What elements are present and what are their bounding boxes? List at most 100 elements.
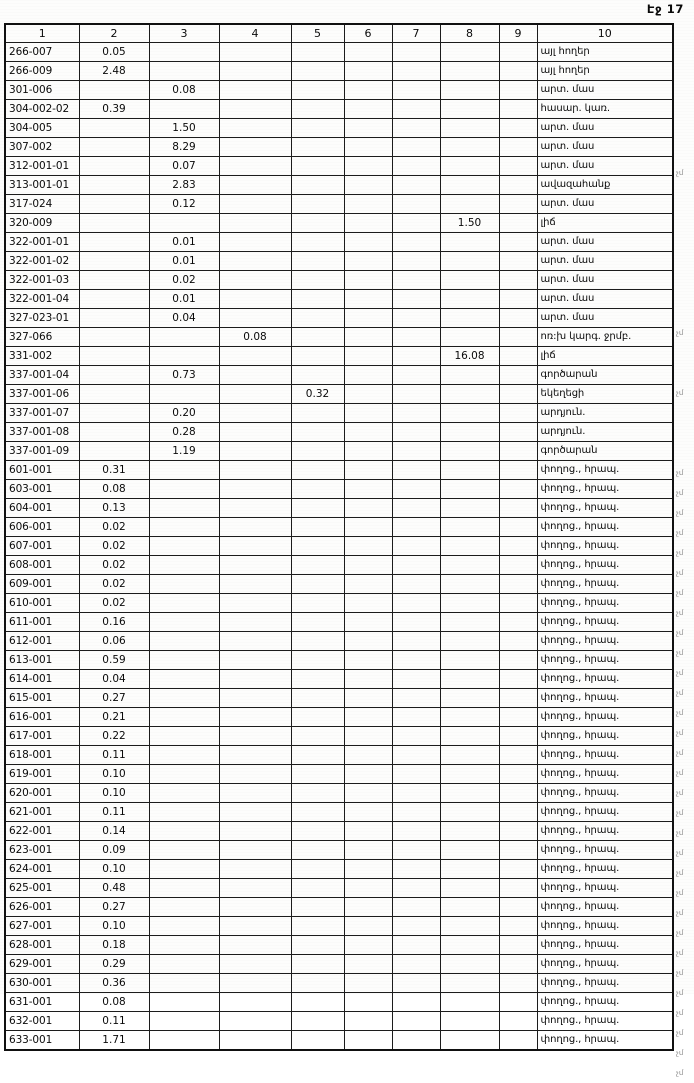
cell-col2 — [78, 80, 150, 100]
cell-col4 — [218, 555, 292, 575]
cell-col6 — [343, 232, 393, 252]
cell-col4 — [218, 631, 292, 651]
cell-col10: փողոց., հրապ. — [536, 764, 674, 784]
cell-col10: փողոց., հրապ. — [536, 745, 674, 765]
cell-col10: փողոց., հրապ. — [536, 783, 674, 803]
cell-col5 — [290, 593, 345, 613]
cell-col7 — [391, 783, 441, 803]
table-row: 609-001 0.02 փողոց., հրապ. — [4, 574, 674, 594]
margin-mark: չմ — [676, 769, 684, 777]
cell-col2: 0.10 — [78, 916, 150, 936]
cell-col6 — [343, 460, 393, 480]
cell-col4 — [218, 422, 292, 442]
cell-col8 — [439, 935, 500, 955]
cell-col1: 304-005 — [4, 118, 80, 138]
cell-col6 — [343, 289, 393, 309]
cell-col1: 624-001 — [4, 859, 80, 879]
cell-col5 — [290, 118, 345, 138]
cell-col7 — [391, 897, 441, 917]
cell-col8 — [439, 650, 500, 670]
margin-mark: չմ — [676, 569, 684, 577]
cell-col5 — [290, 346, 345, 366]
cell-col1: 611-001 — [4, 612, 80, 632]
margin-mark: չմ — [676, 389, 684, 397]
margin-mark — [676, 43, 694, 63]
cell-col1: 629-001 — [4, 954, 80, 974]
cell-col9 — [498, 289, 538, 309]
cell-col2 — [78, 213, 150, 233]
cell-col1: 633-001 — [4, 1030, 80, 1051]
cell-col8 — [439, 821, 500, 841]
cell-col6 — [343, 327, 393, 347]
cell-col1: 337-001-09 — [4, 441, 80, 461]
cell-col4 — [218, 403, 292, 423]
cell-col3: 0.12 — [148, 194, 220, 214]
column-header-3: 3 — [148, 23, 220, 43]
cell-col10: արտ. մաս — [536, 251, 674, 271]
cell-col8 — [439, 745, 500, 765]
cell-col2 — [78, 403, 150, 423]
cell-col7 — [391, 460, 441, 480]
cell-col4 — [218, 916, 292, 936]
cell-col5 — [290, 308, 345, 328]
cell-col8 — [439, 1011, 500, 1031]
cell-col6 — [343, 745, 393, 765]
cell-col6 — [343, 821, 393, 841]
cell-col9 — [498, 536, 538, 556]
margin-mark — [676, 23, 694, 43]
margin-mark: չմ — [676, 929, 684, 937]
table-row: 628-001 0.18 փողոց., հրապ. — [4, 935, 674, 955]
cell-col6 — [343, 935, 393, 955]
cell-col8 — [439, 422, 500, 442]
cell-col4 — [218, 213, 292, 233]
cell-col9 — [498, 213, 538, 233]
cell-col1: 609-001 — [4, 574, 80, 594]
cell-col3 — [148, 460, 220, 480]
cell-col8 — [439, 61, 500, 81]
cell-col8: 16.08 — [439, 346, 500, 366]
cell-col10: փողոց., հրապ. — [536, 726, 674, 746]
margin-mark — [676, 423, 694, 443]
cell-col6 — [343, 1011, 393, 1031]
cell-col1: 610-001 — [4, 593, 80, 613]
cell-col6 — [343, 878, 393, 898]
cell-col9 — [498, 498, 538, 518]
cell-col7 — [391, 859, 441, 879]
cell-col3 — [148, 878, 220, 898]
cell-col7 — [391, 574, 441, 594]
cell-col4: 0.08 — [218, 327, 292, 347]
cell-col10: արտ. մաս — [536, 194, 674, 214]
cell-col9 — [498, 574, 538, 594]
margin-mark: չմ — [676, 1069, 684, 1077]
cell-col10: գործարան — [536, 441, 674, 461]
cell-col9 — [498, 99, 538, 119]
cell-col5 — [290, 897, 345, 917]
cell-col7 — [391, 821, 441, 841]
cell-col6 — [343, 403, 393, 423]
cell-col8 — [439, 517, 500, 537]
cell-col9 — [498, 1011, 538, 1031]
cell-col2 — [78, 232, 150, 252]
margin-mark — [676, 203, 694, 223]
cell-col5 — [290, 764, 345, 784]
table-row: 625-001 0.48 փողոց., հրապ. — [4, 878, 674, 898]
cell-col5 — [290, 992, 345, 1012]
margin-mark: չմ — [676, 689, 684, 697]
cell-col7 — [391, 308, 441, 328]
cell-col8 — [439, 688, 500, 708]
cell-col4 — [218, 194, 292, 214]
cell-col5 — [290, 707, 345, 727]
cell-col7 — [391, 764, 441, 784]
cell-col5 — [290, 99, 345, 119]
cell-col7 — [391, 707, 441, 727]
cell-col1: 266-007 — [4, 42, 80, 62]
cell-col2: 0.22 — [78, 726, 150, 746]
cell-col7 — [391, 289, 441, 309]
cell-col5 — [290, 80, 345, 100]
cell-col10: փողոց., հրապ. — [536, 631, 674, 651]
table-row: 631-001 0.08 փողոց., հրապ. — [4, 992, 674, 1012]
cell-col1: 307-002 — [4, 137, 80, 157]
margin-mark: չմ — [676, 329, 684, 337]
cell-col9 — [498, 840, 538, 860]
cell-col2: 0.10 — [78, 764, 150, 784]
